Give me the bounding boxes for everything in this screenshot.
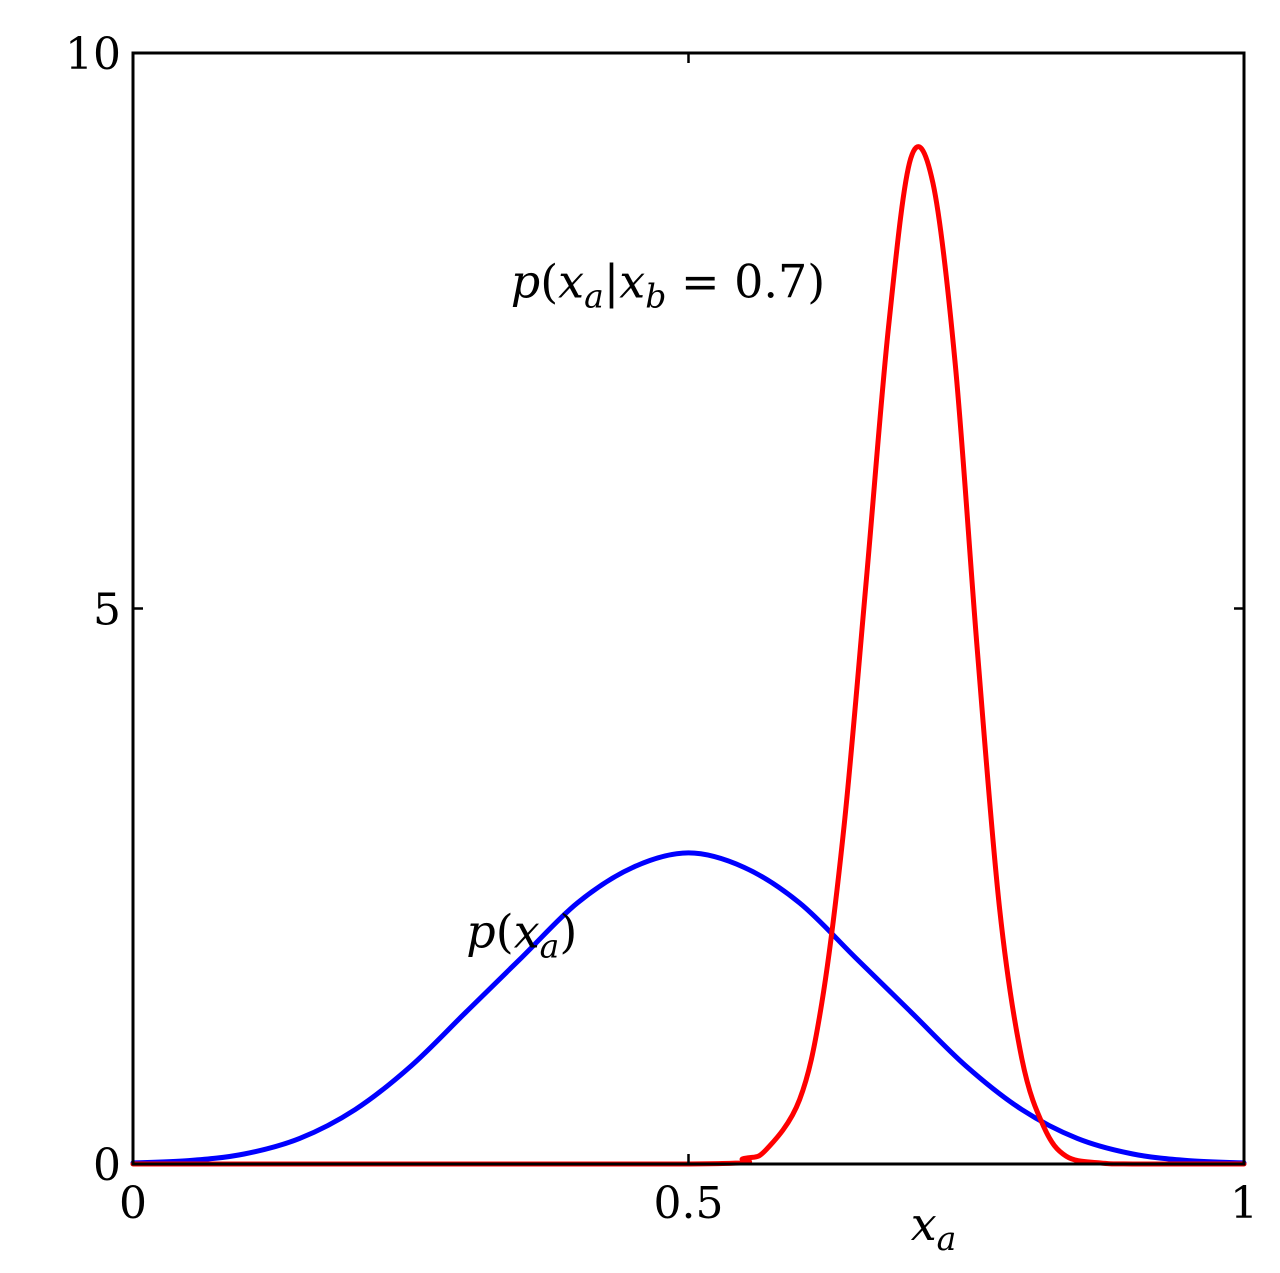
plot-frame — [131, 51, 1246, 1166]
y-tick-label: 5 — [93, 585, 121, 636]
series-line-0 — [130, 850, 1247, 1166]
annotation-layer: p(xa) p(xa|xb = 0.7) — [466, 254, 825, 965]
x-axis-label: xa — [911, 1197, 957, 1258]
x-tick-label: 0 — [119, 1178, 147, 1229]
series-layer — [130, 144, 1247, 1167]
annotation-pxa: p(xa) — [466, 904, 577, 965]
x-axis-label-text: xa — [911, 1197, 957, 1258]
annotation-pcond: p(xa|xb = 0.7) — [511, 254, 826, 315]
y-tick-label: 0 — [93, 1140, 121, 1191]
x-tick-label: 0.5 — [654, 1178, 724, 1229]
x-tick-label: 1 — [1230, 1178, 1258, 1229]
series-line-1 — [130, 144, 1247, 1167]
y-tick-label: 10 — [65, 29, 121, 80]
